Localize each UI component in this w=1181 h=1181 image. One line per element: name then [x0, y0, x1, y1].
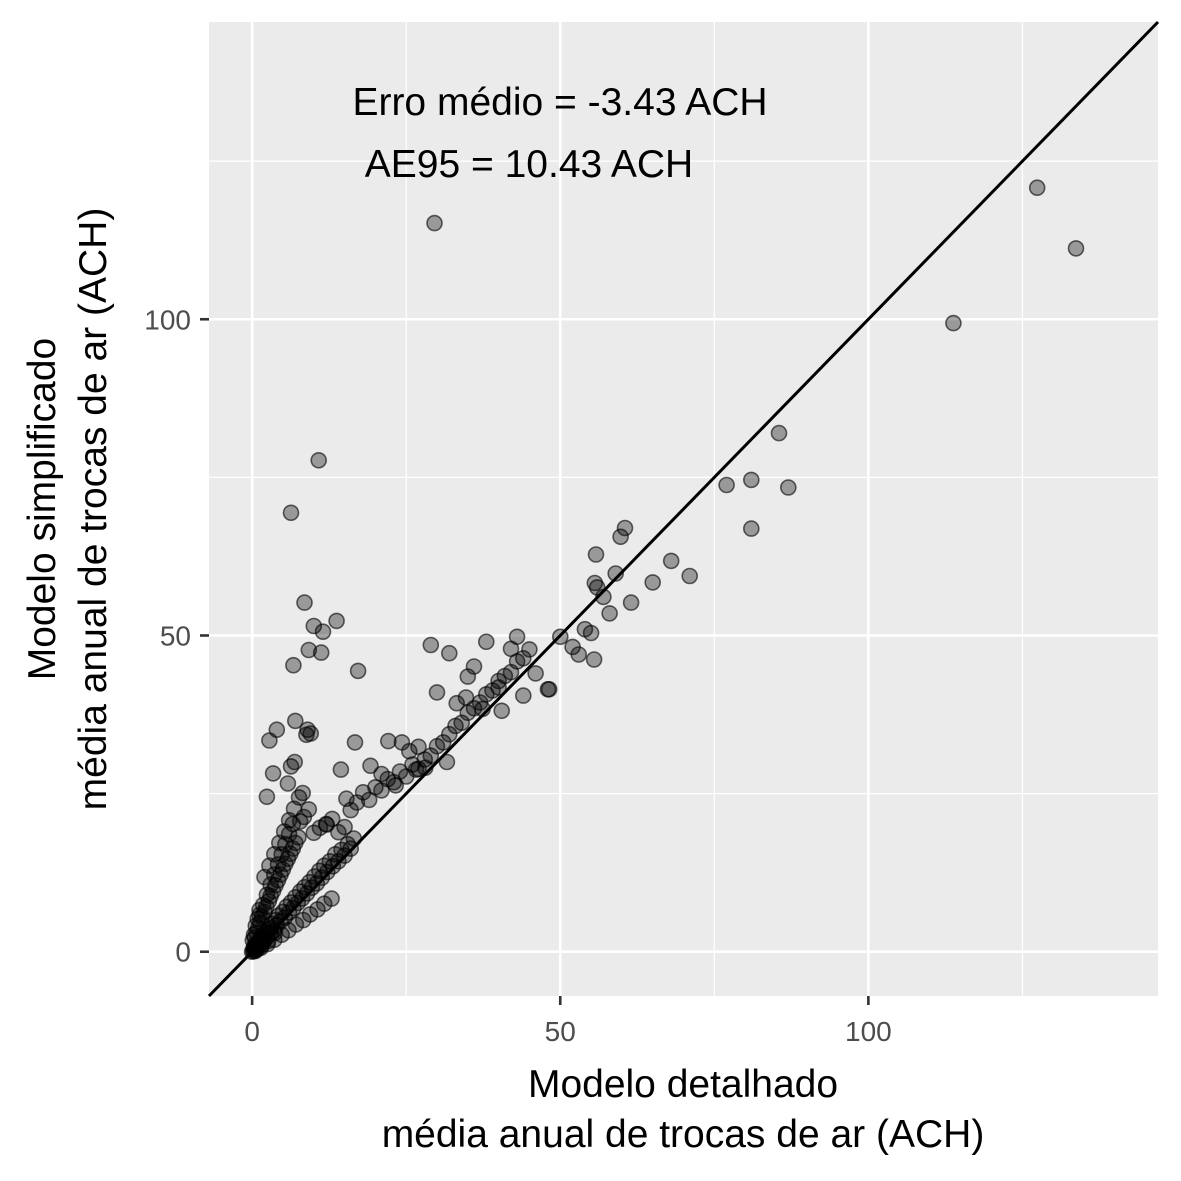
y-axis-ticks: 0 50 100 [144, 304, 209, 968]
data-point [622, 594, 640, 611]
y-tick-label: 0 [175, 937, 191, 968]
grid-major [209, 22, 1158, 996]
grid-minor [209, 22, 1158, 996]
data-point [310, 451, 328, 469]
data-point [457, 689, 475, 706]
data-point [742, 520, 760, 537]
data-point [338, 790, 355, 808]
data-point [265, 866, 283, 883]
data-point [291, 813, 309, 830]
data-point [296, 594, 313, 611]
data-point [426, 214, 443, 232]
data-point [514, 649, 532, 667]
data-point [521, 641, 538, 658]
data-point [312, 644, 330, 661]
data-point [585, 651, 603, 668]
identity-reference-line [207, 20, 1160, 998]
data-point [490, 679, 507, 696]
x-axis-title-line-1: Modelo detalhado [528, 1063, 838, 1106]
data-point [540, 680, 558, 698]
data-point [422, 636, 440, 654]
data-point [465, 658, 483, 675]
data-point [448, 694, 466, 712]
data-point [779, 479, 797, 496]
data-point [314, 623, 332, 641]
data-point [644, 574, 662, 591]
data-point [387, 777, 405, 794]
data-point [681, 567, 699, 585]
data-point [302, 725, 320, 742]
data-point [349, 662, 367, 680]
data-point [332, 761, 350, 778]
data-point [264, 765, 282, 782]
annotation-mean-error: Erro médio = -3.43 ACH [352, 81, 767, 124]
y-axis-title-line-1: Modelo simplificado [21, 338, 64, 681]
data-point [285, 656, 302, 674]
data-point [440, 725, 458, 743]
data-point [438, 753, 456, 771]
data-point [607, 565, 625, 582]
data-point [336, 818, 353, 836]
data-point [268, 721, 286, 739]
data-point [410, 738, 427, 756]
x-tick-label: 100 [845, 1016, 892, 1047]
data-point [718, 476, 735, 494]
x-axis-title-line-2: média anual de trocas de ar (ACH) [382, 1113, 985, 1156]
data-point [300, 801, 318, 818]
data-point [379, 732, 397, 750]
data-point [1067, 240, 1085, 257]
data-point [279, 775, 297, 792]
data-point [582, 624, 600, 642]
data-point [527, 665, 544, 682]
data-point [400, 742, 418, 760]
data-point [493, 702, 511, 720]
x-tick-label: 50 [545, 1016, 576, 1047]
data-point [1028, 179, 1046, 196]
data-point [282, 504, 300, 522]
data-point [258, 886, 276, 904]
data-point [770, 424, 788, 442]
data-point [662, 552, 680, 570]
data-point [328, 612, 345, 630]
data-point [587, 546, 605, 563]
x-axis-ticks: 0 50 100 [244, 996, 892, 1047]
data-point [373, 765, 390, 783]
data-point [323, 890, 340, 907]
data-point [251, 901, 268, 919]
data-point [612, 528, 629, 546]
y-axis-title-line-2: média anual de trocas de ar (ACH) [72, 208, 115, 811]
x-tick-label: 0 [244, 1016, 260, 1047]
annotation-ae95: AE95 = 10.43 ACH [365, 143, 693, 186]
data-point [258, 788, 276, 806]
data-point [477, 633, 495, 651]
data-point [514, 687, 532, 704]
data-point [286, 753, 304, 771]
data-point [945, 314, 962, 332]
data-point [305, 617, 323, 635]
data-point [601, 605, 618, 622]
data-point [616, 519, 634, 537]
data-point [286, 712, 304, 730]
data-point [742, 471, 760, 489]
data-point [266, 924, 284, 942]
data-point [362, 757, 379, 775]
data-point [434, 734, 452, 751]
data-point [300, 641, 318, 659]
data-point [440, 644, 458, 662]
data-point [277, 835, 294, 853]
y-tick-label: 100 [144, 304, 191, 335]
data-point [294, 784, 312, 802]
data-point [570, 646, 588, 663]
data-point [586, 574, 604, 592]
y-tick-label: 50 [160, 620, 191, 651]
data-point [346, 734, 364, 751]
data-point [318, 816, 336, 833]
data-point [428, 684, 446, 701]
data-point [508, 628, 526, 646]
